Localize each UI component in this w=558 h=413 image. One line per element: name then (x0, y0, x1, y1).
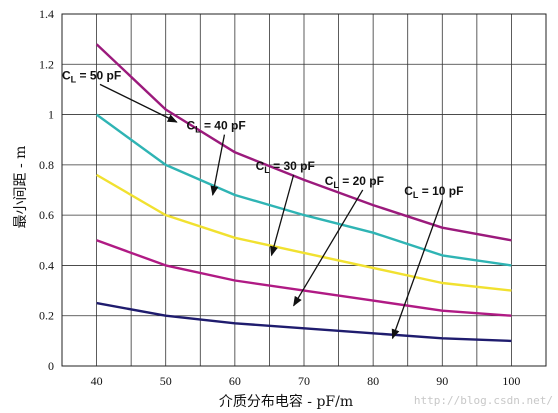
y-axis-ticks: 0 0.2 0.4 0.6 0.8 1 1.2 1.4 (39, 7, 54, 373)
y-tick-label: 0 (48, 359, 54, 373)
series-annotation-label: CL = 30 pF (256, 159, 315, 175)
x-tick-label: 60 (229, 374, 241, 388)
x-tick-label: 40 (91, 374, 103, 388)
series-line (95, 43, 512, 242)
series-line (95, 173, 512, 292)
y-axis-label: 最小间距 - m (13, 146, 29, 229)
series-group (95, 43, 512, 343)
annotations: CL = 50 pF CL = 40 pF CL = 30 pF CL = 20 pF… (62, 68, 463, 340)
series-line (95, 113, 512, 267)
x-tick-label: 100 (502, 374, 520, 388)
plot-frame (61, 13, 547, 367)
y-tick-label: 0.8 (39, 158, 54, 172)
series-annotation-label: CL = 40 pF (186, 119, 245, 135)
x-tick-label: 50 (160, 374, 172, 388)
series-line (96, 239, 512, 317)
series-annotation-label: CL = 50 pF (62, 68, 121, 84)
y-tick-label: 0.4 (39, 258, 54, 272)
x-tick-label: 70 (298, 374, 310, 388)
series-annotation-label: CL = 10 pF (404, 184, 463, 200)
annotation-arrow (210, 134, 226, 197)
series-line (96, 301, 512, 343)
x-tick-label: 90 (436, 374, 448, 388)
y-tick-label: 1 (48, 108, 54, 122)
x-axis-ticks: 40 50 60 70 80 90 100 (91, 374, 521, 388)
y-tick-label: 0.6 (39, 208, 54, 222)
grid (62, 14, 546, 366)
series-annotation-label: CL = 20 pF (325, 174, 384, 190)
y-tick-label: 0.2 (39, 309, 54, 323)
annotation-arrow (391, 199, 443, 340)
annotation-arrow (293, 189, 364, 307)
watermark: http://blog.csdn.net/ (414, 394, 553, 407)
x-tick-label: 80 (367, 374, 379, 388)
annotation-arrow (99, 83, 178, 123)
x-axis-label: 介质分布电容 - pF/m (219, 393, 353, 410)
y-tick-label: 1.4 (39, 7, 54, 21)
y-tick-label: 1.2 (39, 57, 54, 71)
annotation-arrow (270, 174, 295, 257)
